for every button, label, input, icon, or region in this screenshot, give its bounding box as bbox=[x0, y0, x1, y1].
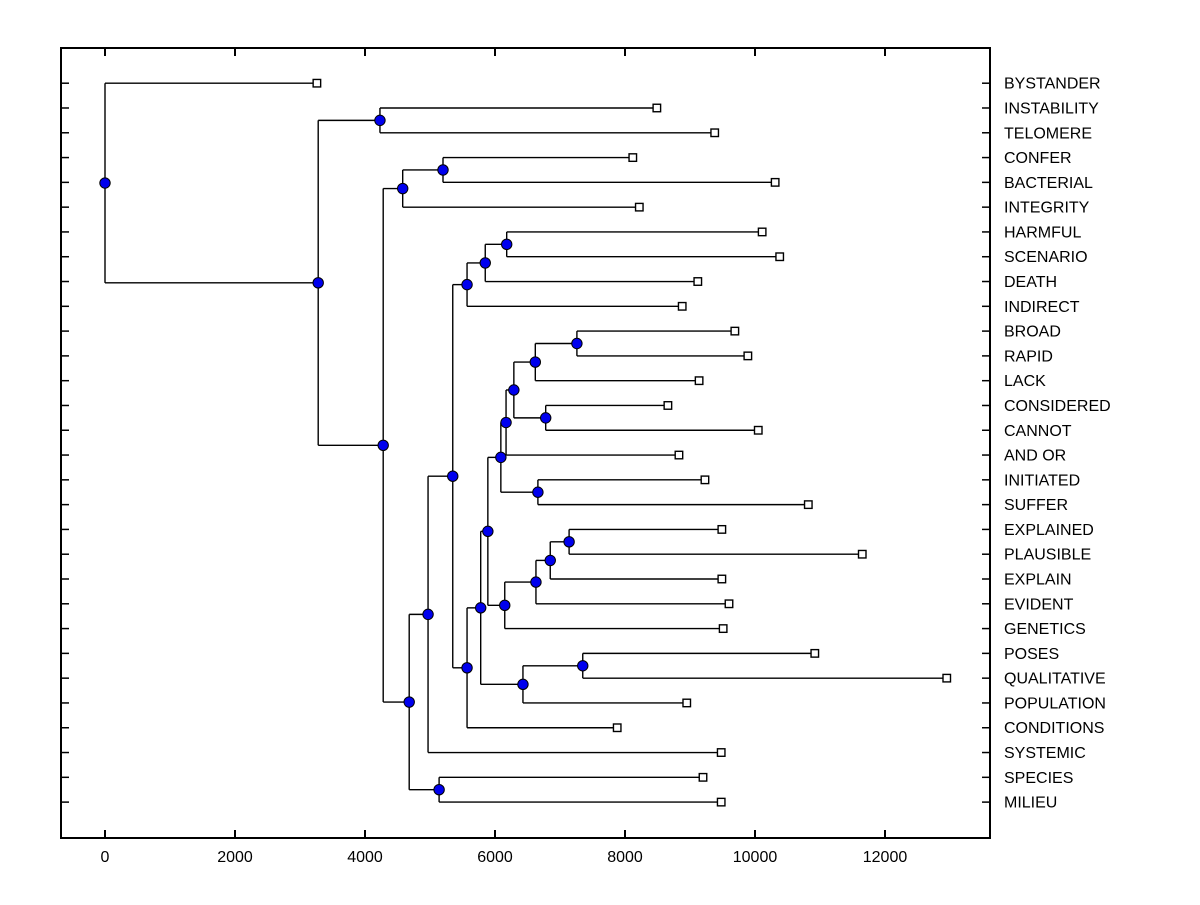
branch-node-marker[interactable] bbox=[500, 416, 512, 429]
x-tick-label: 10000 bbox=[733, 849, 778, 866]
branch-node-marker[interactable] bbox=[437, 164, 449, 176]
leaf-node-marker[interactable] bbox=[674, 450, 684, 460]
leaf-node-marker[interactable] bbox=[857, 549, 867, 559]
leaf-label: SUFFER bbox=[1004, 497, 1068, 514]
leaf-node-marker[interactable] bbox=[628, 153, 638, 163]
branch-node-marker[interactable] bbox=[312, 277, 324, 289]
leaf-node-marker[interactable] bbox=[663, 401, 673, 410]
branch-node-marker[interactable] bbox=[377, 439, 389, 451]
branch-node-marker[interactable] bbox=[374, 114, 386, 127]
leaf-node-marker[interactable] bbox=[717, 574, 727, 584]
leaf-node-marker[interactable] bbox=[810, 648, 820, 658]
leaf-label: BACTERIAL bbox=[1004, 175, 1093, 192]
leaf-label: CONSIDERED bbox=[1004, 398, 1111, 415]
branch-node-marker[interactable] bbox=[563, 536, 575, 548]
branch-node-marker[interactable] bbox=[403, 696, 415, 708]
x-tick-label: 2000 bbox=[217, 849, 253, 866]
leaf-label: CONFER bbox=[1004, 150, 1072, 167]
branch-node-marker[interactable] bbox=[530, 576, 542, 588]
leaf-node-marker[interactable] bbox=[730, 326, 740, 336]
leaf-node-marker[interactable] bbox=[717, 524, 727, 534]
leaf-node-marker[interactable] bbox=[693, 277, 703, 286]
leaf-label: SCENARIO bbox=[1004, 249, 1088, 266]
leaf-node-marker[interactable] bbox=[724, 599, 734, 609]
branch-node-marker[interactable] bbox=[461, 278, 473, 291]
leaf-node-marker[interactable] bbox=[694, 376, 704, 386]
leaf-label: EXPLAIN bbox=[1004, 572, 1072, 589]
leaf-node-marker[interactable] bbox=[612, 723, 622, 733]
x-tick-label: 8000 bbox=[607, 849, 643, 866]
leaf-label: DEATH bbox=[1004, 274, 1057, 291]
branch-node-marker[interactable] bbox=[482, 525, 494, 538]
branch-node-marker[interactable] bbox=[532, 486, 544, 498]
leaf-label: INITIATED bbox=[1004, 472, 1080, 489]
leaf-node-marker[interactable] bbox=[710, 128, 720, 138]
leaf-label: EVIDENT bbox=[1004, 596, 1074, 613]
leaf-label: BROAD bbox=[1004, 324, 1061, 341]
leaf-label: SPECIES bbox=[1004, 770, 1073, 787]
branch-node-marker[interactable] bbox=[499, 599, 511, 612]
leaf-node-marker[interactable] bbox=[652, 103, 662, 113]
branch-node-marker[interactable] bbox=[540, 412, 552, 424]
leaf-label: POPULATION bbox=[1004, 695, 1106, 712]
branch-node-marker[interactable] bbox=[544, 554, 556, 567]
branch-node-marker[interactable] bbox=[508, 384, 520, 396]
x-tick-label: 0 bbox=[101, 849, 110, 866]
leaf-label: HARMFUL bbox=[1004, 224, 1081, 241]
leaf-label: INDIRECT bbox=[1004, 299, 1080, 316]
leaf-label: CONDITIONS bbox=[1004, 720, 1104, 737]
leaf-node-marker[interactable] bbox=[942, 673, 952, 683]
branch-node-marker[interactable] bbox=[99, 177, 111, 189]
leaf-label: BYSTANDER bbox=[1004, 76, 1101, 93]
leaf-label: TELOMERE bbox=[1004, 125, 1092, 142]
branch-node-marker[interactable] bbox=[433, 784, 445, 796]
leaf-label: QUALITATIVE bbox=[1004, 671, 1106, 688]
leaf-node-marker[interactable] bbox=[700, 475, 710, 485]
branch-node-marker[interactable] bbox=[461, 662, 473, 674]
leaf-node-marker[interactable] bbox=[757, 227, 767, 237]
leaf-node-marker[interactable] bbox=[753, 425, 763, 435]
branch-node-marker[interactable] bbox=[447, 470, 459, 482]
leaf-node-marker[interactable] bbox=[743, 351, 753, 361]
leaf-node-marker[interactable] bbox=[775, 252, 785, 262]
x-tick-label: 4000 bbox=[347, 849, 383, 866]
branch-node-marker[interactable] bbox=[577, 660, 589, 672]
leaf-label: SYSTEMIC bbox=[1004, 745, 1086, 762]
leaf-label: INSTABILITY bbox=[1004, 100, 1099, 117]
branch-node-marker[interactable] bbox=[501, 238, 513, 251]
leaf-label: LACK bbox=[1004, 373, 1046, 390]
branch-node-marker[interactable] bbox=[517, 678, 529, 691]
branch-node-marker[interactable] bbox=[475, 602, 487, 614]
branch-node-marker[interactable] bbox=[529, 356, 541, 368]
branch-node-marker[interactable] bbox=[422, 608, 434, 621]
leaf-node-marker[interactable] bbox=[698, 772, 708, 782]
leaf-label: INTEGRITY bbox=[1004, 200, 1090, 217]
leaf-node-marker[interactable] bbox=[312, 78, 322, 88]
leaf-node-marker[interactable] bbox=[716, 748, 726, 757]
leaf-label: CANNOT bbox=[1004, 423, 1072, 440]
leaf-node-marker[interactable] bbox=[770, 177, 780, 187]
leaf-node-marker[interactable] bbox=[716, 797, 726, 807]
leaf-label: AND OR bbox=[1004, 448, 1066, 465]
leaf-node-marker[interactable] bbox=[677, 301, 687, 311]
leaf-label: EXPLAINED bbox=[1004, 522, 1094, 539]
x-tick-label: 6000 bbox=[477, 849, 513, 866]
leaf-label: RAPID bbox=[1004, 348, 1053, 365]
leaf-node-marker[interactable] bbox=[682, 698, 692, 708]
leaf-label: MILIEU bbox=[1004, 795, 1057, 812]
branch-node-marker[interactable] bbox=[397, 182, 409, 195]
leaf-node-marker[interactable] bbox=[718, 624, 728, 634]
branch-node-marker[interactable] bbox=[571, 337, 583, 350]
branch-node-marker[interactable] bbox=[495, 451, 507, 464]
plot-border bbox=[60, 47, 991, 839]
leaf-label: POSES bbox=[1004, 646, 1059, 663]
branch-node-marker[interactable] bbox=[479, 257, 491, 269]
leaf-label: GENETICS bbox=[1004, 621, 1086, 638]
x-tick-label: 12000 bbox=[863, 849, 908, 866]
leaf-label: PLAUSIBLE bbox=[1004, 547, 1091, 564]
leaf-node-marker[interactable] bbox=[803, 500, 813, 510]
leaf-node-marker[interactable] bbox=[634, 202, 644, 212]
